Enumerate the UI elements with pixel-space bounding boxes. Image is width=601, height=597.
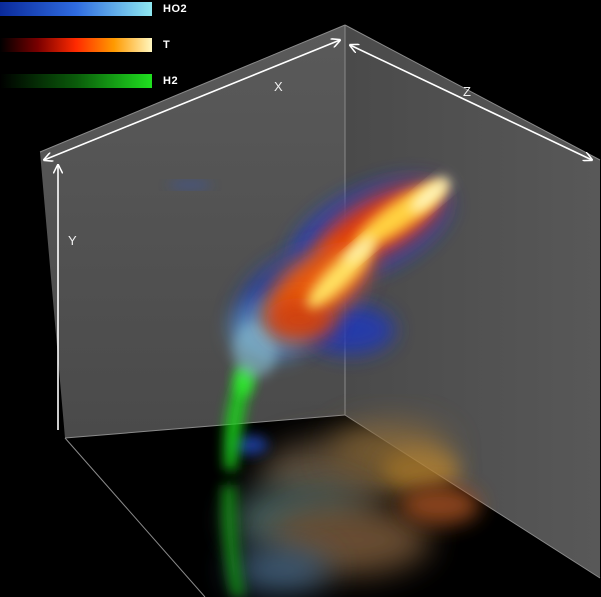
flame-plume (230, 177, 450, 378)
h2-jet (221, 364, 254, 597)
back-wall (40, 25, 345, 438)
x-axis-label: X (274, 79, 283, 94)
floor-reflection (230, 422, 480, 592)
z-axis-arrow (350, 45, 592, 160)
z-axis-label: Z (463, 84, 471, 99)
ho2-legend-label: HO2 (163, 3, 188, 15)
x-axis-arrow (44, 40, 340, 160)
ho2-wisp (168, 182, 212, 188)
y-axis-label: Y (68, 233, 77, 248)
ho2-colorbar (0, 2, 152, 16)
